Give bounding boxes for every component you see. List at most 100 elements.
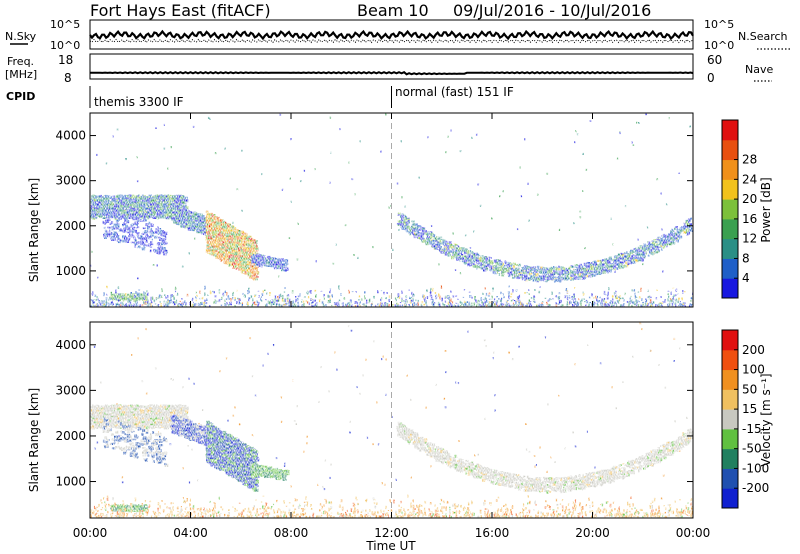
- power-echo: [97, 212, 101, 216]
- power-echo: [173, 213, 178, 216]
- power-echo: [157, 216, 161, 219]
- power-echo: [230, 231, 235, 235]
- power-echo: [150, 196, 154, 200]
- power-echo: [123, 211, 127, 215]
- power-echo: [127, 239, 130, 243]
- power-echo: [100, 201, 104, 204]
- power-arc-echo: [416, 235, 420, 237]
- power-echo: [225, 250, 228, 253]
- power-arc-echo: [676, 239, 679, 243]
- power-echo: [140, 196, 145, 200]
- power-echo: [126, 295, 131, 299]
- power-echo: [133, 212, 138, 214]
- power-echo: [241, 253, 244, 256]
- power-noise-echo: [689, 125, 691, 128]
- power-echo: [212, 240, 216, 244]
- power-echo: [226, 262, 230, 264]
- power-echo: [230, 258, 235, 262]
- power-arc-echo: [647, 247, 651, 252]
- power-echo: [248, 251, 251, 255]
- power-noise-echo: [614, 270, 616, 273]
- power-echo: [108, 210, 113, 213]
- power-noise-echo: [662, 270, 664, 273]
- power-arc-echo: [528, 277, 531, 280]
- power-echo: [225, 246, 229, 249]
- power-echo: [111, 236, 115, 240]
- power-echo: [114, 204, 118, 207]
- power-echo: [106, 232, 111, 236]
- power-echo: [151, 238, 153, 241]
- power-arc-echo: [645, 247, 648, 251]
- power-echo: [251, 263, 256, 266]
- power-arc-echo: [487, 263, 491, 267]
- power-echo: [141, 199, 145, 202]
- power-echo: [229, 263, 231, 266]
- noise-trace: [89, 29, 694, 44]
- power-echo: [214, 227, 216, 231]
- power-echo: [146, 226, 150, 230]
- power-arc-echo: [510, 270, 513, 274]
- power-echo: [108, 232, 111, 236]
- power-echo: [127, 199, 130, 201]
- power-echo: [214, 226, 219, 229]
- power-echo: [275, 262, 280, 266]
- power-echo: [241, 266, 245, 269]
- power-arc-echo: [640, 249, 644, 253]
- power-echo: [267, 256, 271, 260]
- power-echo: [120, 294, 124, 297]
- power-echo: [122, 297, 127, 300]
- power-echo: [185, 212, 189, 216]
- power-echo: [213, 224, 217, 228]
- power-arc-echo: [513, 267, 517, 271]
- power-echo: [144, 230, 148, 233]
- power-echo: [166, 215, 169, 218]
- power-echo: [139, 220, 144, 222]
- power-echo: [250, 255, 253, 259]
- power-echo: [220, 231, 223, 234]
- power-echo: [235, 249, 238, 253]
- power-noise-echo: [354, 193, 356, 196]
- power-echo: [195, 217, 199, 220]
- power-echo: [207, 215, 211, 219]
- power-arc-echo: [660, 247, 663, 251]
- power-noise-echo: [241, 209, 243, 212]
- power-echo: [146, 233, 148, 236]
- power-arc-echo: [439, 247, 442, 250]
- power-arc-echo: [485, 262, 488, 265]
- power-echo: [234, 238, 237, 241]
- power-echo: [214, 250, 217, 253]
- power-echo: [96, 211, 101, 214]
- power-echo: [149, 203, 153, 206]
- power-echo: [143, 208, 147, 211]
- power-echo: [118, 239, 121, 243]
- power-echo: [261, 256, 264, 258]
- power-echo: [118, 204, 122, 208]
- power-echo: [187, 222, 191, 225]
- power-echo: [171, 212, 174, 216]
- power-echo: [134, 244, 137, 248]
- power-echo: [161, 199, 165, 202]
- power-echo: [205, 235, 210, 238]
- power-arc-echo: [456, 246, 459, 250]
- power-echo: [230, 250, 234, 253]
- power-echo: [138, 210, 143, 214]
- power-echo: [181, 217, 184, 222]
- power-echo: [133, 204, 138, 207]
- power-echo: [209, 219, 212, 223]
- power-echo: [154, 231, 156, 234]
- power-echo: [230, 247, 232, 250]
- power-echo: [135, 227, 138, 230]
- power-echo: [211, 214, 214, 217]
- power-noise-echo: [125, 158, 127, 161]
- power-arc-echo: [562, 277, 564, 281]
- power-echo: [103, 211, 107, 215]
- power-arc-echo: [557, 271, 561, 275]
- power-arc-echo: [407, 230, 410, 233]
- power-echo: [107, 197, 109, 200]
- power-echo: [238, 239, 240, 242]
- power-echo: [203, 230, 205, 233]
- power-echo: [140, 242, 143, 246]
- power-echo: [139, 214, 141, 218]
- power-echo: [223, 229, 227, 232]
- date-range-title: 09/Jul/2016 - 10/Jul/2016: [453, 1, 651, 20]
